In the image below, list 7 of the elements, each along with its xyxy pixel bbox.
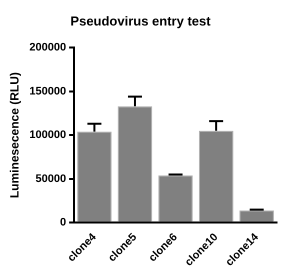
y-tick-label: 0 (60, 216, 66, 229)
y-tick-label: 100000 (29, 129, 66, 142)
y-tick-label: 150000 (29, 85, 66, 98)
chart-title: Pseudovirus entry test (70, 13, 212, 28)
y-axis-title: Luminesecence (RLU) (8, 72, 22, 198)
y-tick-label: 200000 (29, 42, 66, 54)
y-tick-label: 50000 (36, 172, 66, 185)
